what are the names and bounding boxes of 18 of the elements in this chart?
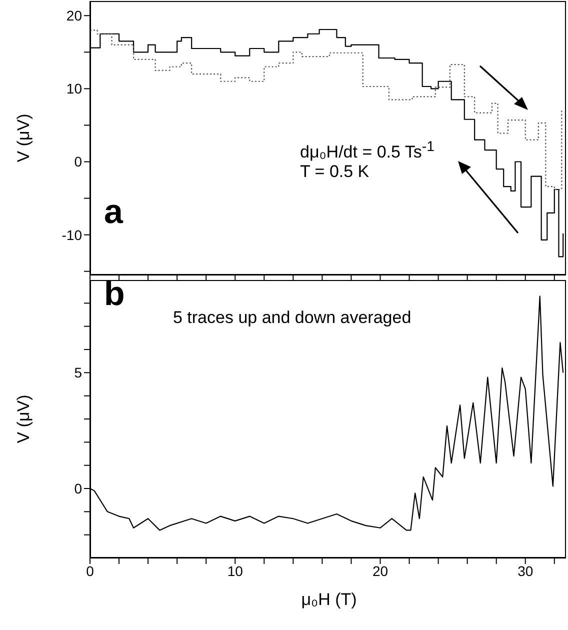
x-tick-label: 20 bbox=[372, 562, 388, 579]
annotation: T = 0.5 K bbox=[300, 162, 370, 181]
annotation: b bbox=[104, 275, 125, 313]
y-tick-label: 5 bbox=[74, 364, 82, 381]
y-tick-label: -10 bbox=[62, 226, 82, 243]
y-tick-label: 0 bbox=[74, 480, 82, 496]
y-axis-title: V (μV) bbox=[14, 114, 34, 162]
y-tick-label: 20 bbox=[66, 8, 82, 24]
x-tick-label: 10 bbox=[227, 562, 244, 579]
x-axis-title: μ₀H (T) bbox=[301, 590, 357, 610]
y-tick-label: 0 bbox=[74, 154, 82, 170]
annotation: a bbox=[104, 193, 123, 231]
annotation: 5 traces up and down averaged bbox=[173, 308, 412, 327]
x-tick-label: 30 bbox=[518, 562, 534, 579]
y-axis-title: V (μV) bbox=[14, 394, 34, 444]
y-tick-label: 10 bbox=[66, 80, 82, 97]
x-tick-label: 0 bbox=[86, 562, 94, 579]
annotation: dμ₀H/dt = 0.5 Ts$^{-1}$ bbox=[300, 139, 434, 162]
